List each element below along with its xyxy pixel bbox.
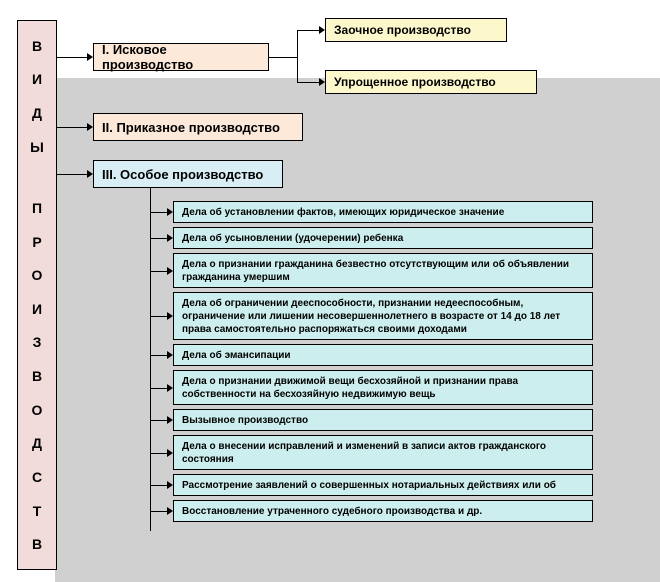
sub-label: Упрощенное производство	[334, 75, 496, 89]
detail-item: Дела об установлении фактов, имеющих юри…	[173, 201, 593, 223]
connector-line	[150, 420, 167, 421]
detail-item: Дела об усыновлении (удочерении) ребенка	[173, 227, 593, 249]
sidebar-letter: О	[32, 268, 43, 282]
arrowhead-icon	[167, 234, 173, 242]
connector-line	[150, 485, 167, 486]
sidebar-letter: Д	[32, 436, 42, 450]
sub-label: Заочное производство	[334, 23, 471, 37]
sidebar-letter: З	[33, 335, 42, 349]
connector-line	[297, 82, 319, 83]
sidebar-letter: В	[32, 369, 42, 383]
detail-item: Дела о признании гражданина безвестно от…	[173, 253, 593, 288]
arrowhead-icon	[87, 170, 93, 178]
sidebar-letter: С	[32, 470, 42, 484]
node-prikaznoe: II. Приказное производство	[93, 113, 303, 141]
sidebar-letter: П	[32, 201, 42, 215]
connector-line	[150, 188, 151, 531]
sidebar-letter: Т	[33, 504, 42, 518]
connector-line	[297, 30, 319, 31]
connector-line	[150, 271, 167, 272]
node-label: III. Особое производство	[102, 167, 263, 182]
arrowhead-icon	[167, 416, 173, 424]
sidebar-letter: В	[32, 537, 42, 551]
arrowhead-icon	[167, 312, 173, 320]
connector-line	[57, 174, 87, 175]
sidebar-letter: Ы	[30, 140, 44, 154]
sub-uproshchennoe: Упрощенное производство	[325, 70, 537, 94]
sidebar-letter: И	[32, 72, 42, 86]
sidebar-letter: Р	[32, 235, 41, 249]
arrowhead-icon	[167, 449, 173, 457]
arrowhead-icon	[87, 123, 93, 131]
sidebar-title: В И Д Ы П Р О И З В О Д С Т В	[17, 20, 57, 570]
node-label: II. Приказное производство	[102, 120, 280, 135]
detail-item: Вызывное производство	[173, 409, 593, 431]
connector-line	[297, 30, 298, 82]
arrowhead-icon	[167, 384, 173, 392]
connector-line	[150, 355, 167, 356]
node-label: I. Исковое производство	[102, 42, 260, 72]
connector-line	[150, 511, 167, 512]
detail-item: Рассмотрение заявлений о совершенных нот…	[173, 474, 593, 496]
arrowhead-icon	[87, 53, 93, 61]
sidebar-letter: И	[32, 302, 42, 316]
detail-item: Дела о признании движимой вещи бесхозяйн…	[173, 370, 593, 405]
arrowhead-icon	[167, 208, 173, 216]
sub-zaochnoe: Заочное производство	[325, 18, 507, 42]
arrowhead-icon	[167, 351, 173, 359]
node-osoboe: III. Особое производство	[93, 160, 283, 188]
connector-line	[150, 388, 167, 389]
connector-line	[150, 316, 167, 317]
connector-line	[150, 238, 167, 239]
detail-item: Дела о внесении исправлений и изменений …	[173, 435, 593, 470]
node-iskovoe: I. Исковое производство	[93, 43, 269, 71]
connector-line	[57, 57, 87, 58]
arrowhead-icon	[167, 481, 173, 489]
connector-line	[150, 212, 167, 213]
arrowhead-icon	[319, 26, 325, 34]
sidebar-letter: В	[32, 39, 42, 53]
connector-line	[150, 453, 167, 454]
detail-item: Дела об ограничении дееспособности, приз…	[173, 292, 593, 340]
detail-item: Дела об эмансипации	[173, 344, 593, 366]
sidebar-letter: О	[32, 403, 43, 417]
arrowhead-icon	[167, 267, 173, 275]
arrowhead-icon	[167, 507, 173, 515]
connector-line	[57, 127, 87, 128]
detail-item: Восстановление утраченного судебного про…	[173, 500, 593, 522]
connector-line	[269, 57, 297, 58]
arrowhead-icon	[319, 78, 325, 86]
sidebar-letter: Д	[32, 106, 42, 120]
